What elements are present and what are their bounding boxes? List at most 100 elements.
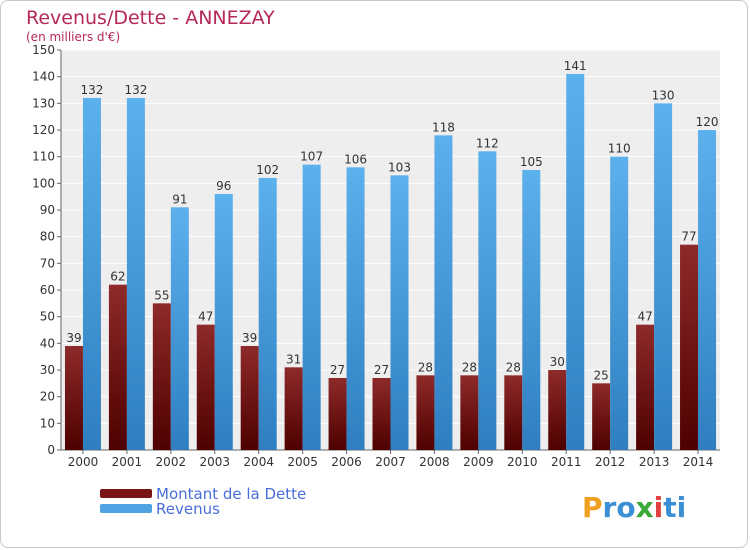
x-tick-label-2007: 2007 [375,455,406,469]
value-label-revenus-2001: 132 [124,83,147,97]
legend-swatch-revenus [100,504,152,513]
x-tick-label-2002: 2002 [156,455,187,469]
bar-dette-2014 [680,244,699,450]
x-tick-label-2011: 2011 [551,455,582,469]
x-tick-label-2000: 2000 [68,455,99,469]
bar-revenus-2000 [82,98,101,450]
y-tick-label: 0 [47,443,55,457]
y-tick-label: 20 [40,390,55,404]
value-label-dette-2009: 28 [462,360,477,374]
bar-dette-2002 [152,303,171,450]
logo-letter-x: x [636,491,654,524]
value-label-dette-2010: 28 [506,360,521,374]
value-label-revenus-2002: 91 [172,192,187,206]
legend-label-dette: Montant de la Dette [156,485,306,503]
y-tick-label: 40 [40,336,55,350]
x-tick-label-2006: 2006 [331,455,362,469]
x-tick-label-2010: 2010 [507,455,538,469]
proxiti-logo: Proxiti [582,491,686,524]
value-label-revenus-2006: 106 [344,152,367,166]
value-label-revenus-2003: 96 [216,179,231,193]
logo-letter-r: r [603,491,617,524]
logo-letter-t: t [663,491,676,524]
bar-dette-2010 [504,375,523,450]
y-tick-label: 90 [40,203,55,217]
x-tick-label-2001: 2001 [112,455,143,469]
bar-revenus-2010 [522,170,541,450]
y-tick-label: 130 [32,96,55,110]
value-label-dette-2006: 27 [330,363,345,377]
x-tick-label-2014: 2014 [683,455,714,469]
bar-dette-2011 [548,370,567,450]
bar-dette-2005 [284,367,303,450]
legend-swatch-dette [100,489,152,498]
value-label-revenus-2010: 105 [520,155,543,169]
bar-revenus-2014 [698,130,717,450]
legend-label-revenus: Revenus [156,500,220,518]
value-label-revenus-2013: 130 [652,88,675,102]
x-tick-label-2005: 2005 [287,455,318,469]
x-tick-label-2013: 2013 [639,455,670,469]
value-label-revenus-2011: 141 [564,59,587,73]
x-tick-label-2012: 2012 [595,455,626,469]
value-label-revenus-2005: 107 [300,150,323,164]
value-label-revenus-2008: 118 [432,120,455,134]
value-label-revenus-2007: 103 [388,160,411,174]
value-label-dette-2001: 62 [110,270,125,284]
y-tick-label: 50 [40,310,55,324]
value-label-dette-2000: 39 [66,331,81,345]
logo-letter-p: P [582,491,603,524]
bar-dette-2013 [636,324,655,450]
bar-dette-2012 [592,383,611,450]
y-tick-label: 80 [40,230,55,244]
y-tick-label: 150 [32,43,55,57]
bar-revenus-2008 [434,135,453,451]
bar-revenus-2001 [126,98,145,450]
chart-title: Revenus/Dette - ANNEZAY [26,7,275,29]
value-label-revenus-2004: 102 [256,163,279,177]
value-label-revenus-2000: 132 [81,83,104,97]
bar-revenus-2012 [610,156,629,450]
bar-revenus-2005 [302,164,321,450]
y-tick-label: 10 [40,416,55,430]
value-label-dette-2005: 31 [286,352,301,366]
x-tick-label-2004: 2004 [243,455,274,469]
value-label-dette-2012: 25 [594,368,609,382]
bar-revenus-2004 [258,178,277,450]
value-label-dette-2007: 27 [374,363,389,377]
value-label-revenus-2012: 110 [608,142,631,156]
x-tick-label-2003: 2003 [199,455,230,469]
x-tick-label-2009: 2009 [463,455,494,469]
logo-letter-o: o [616,491,635,524]
y-tick-label: 100 [32,176,55,190]
bar-revenus-2002 [170,207,189,450]
bar-revenus-2006 [346,167,365,451]
bar-revenus-2013 [654,103,673,450]
bar-dette-2000 [64,346,83,450]
value-label-dette-2008: 28 [418,360,433,374]
plot-area: 0 10 20 30 40 50 60 70 80 90 100 110 120 130 140 150 39 1… [32,43,720,469]
value-label-revenus-2014: 120 [696,115,719,129]
bar-dette-2001 [108,284,127,450]
value-label-dette-2011: 30 [550,355,565,369]
bar-dette-2006 [328,378,347,450]
logo-letter-i2: i [677,491,687,524]
bar-revenus-2007 [390,175,409,451]
bar-revenus-2009 [478,151,497,451]
value-label-dette-2014: 77 [681,230,696,244]
bar-dette-2004 [240,346,259,450]
value-label-dette-2013: 47 [637,310,652,324]
y-tick-label: 60 [40,283,55,297]
value-label-dette-2004: 39 [242,331,257,345]
value-label-revenus-2009: 112 [476,136,499,150]
bar-dette-2008 [416,375,435,450]
legend: Montant de la Dette Revenus [100,485,306,518]
x-tick-label-2008: 2008 [419,455,450,469]
y-tick-label: 110 [32,150,55,164]
logo-letter-i1: i [654,491,664,524]
value-label-dette-2002: 55 [154,288,169,302]
bar-dette-2007 [372,378,391,450]
bar-dette-2003 [196,324,215,450]
chart-subtitle: (en milliers d'€) [26,30,120,44]
y-tick-label: 140 [32,70,55,84]
